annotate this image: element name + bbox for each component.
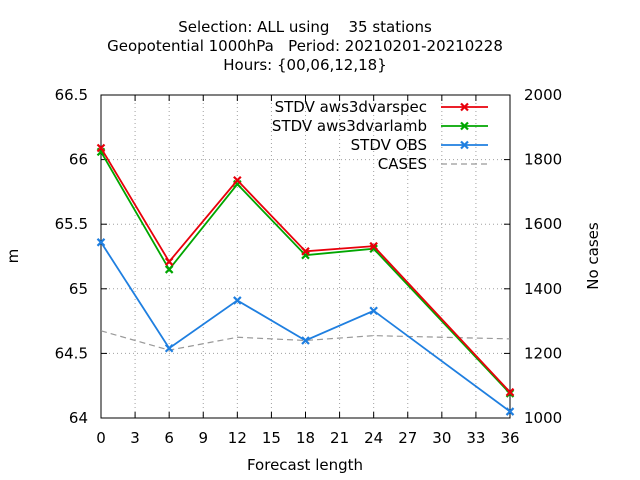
data-point: [164, 265, 174, 274]
chart-title-line-1: Selection: ALL using 35 stations: [178, 18, 432, 36]
axis-ticks: 0 3 6 9 12 15 18 21 24 27 30 33 366464.56565.56666.5…: [55, 86, 563, 447]
legend-marker: [460, 102, 469, 112]
x-tick-label: 36: [500, 429, 519, 447]
x-tick-label: 9: [198, 429, 208, 447]
series-group: [96, 143, 515, 416]
series-line: [100, 151, 511, 395]
data-point: [96, 238, 106, 247]
y2-tick-label: 1200: [524, 344, 562, 362]
x-tick-label: 24: [364, 429, 383, 447]
legend-marker: [460, 140, 469, 150]
data-point: [164, 257, 174, 266]
data-point: [233, 296, 242, 305]
y-tick-label: 66.5: [55, 86, 88, 104]
x-tick-label: 6: [164, 429, 174, 447]
data-point: [369, 306, 378, 316]
x-tick-label: 12: [228, 429, 247, 447]
data-point: [369, 241, 378, 251]
series-line: [100, 241, 511, 413]
data-point: [164, 343, 174, 353]
grid: [101, 95, 510, 418]
x-tick-label: 18: [296, 429, 315, 447]
legend-label: STDV aws3dvarlamb: [272, 117, 427, 135]
y-tick-label: 65: [69, 280, 88, 298]
legend-label: CASES: [378, 155, 427, 173]
data-point: [301, 247, 310, 256]
x-tick-label: 21: [330, 429, 349, 447]
legend-label: STDV OBS: [351, 136, 427, 154]
y-tick-label: 66: [69, 151, 88, 169]
y-axis-label: m: [4, 249, 22, 264]
y2-axis-label: No cases: [584, 222, 602, 290]
x-tick-label: 3: [130, 429, 140, 447]
y2-tick-label: 1600: [524, 215, 562, 233]
x-axis-label: Forecast length: [247, 456, 363, 474]
data-point: [96, 143, 106, 153]
data-point: [301, 336, 310, 345]
data-point: [233, 175, 242, 185]
x-tick-label: 0: [96, 429, 106, 447]
y2-tick-label: 2000: [524, 86, 562, 104]
x-tick-label: 30: [432, 429, 451, 447]
x-tick-label: 15: [262, 429, 281, 447]
legend-label: STDV aws3dvarspec: [275, 98, 427, 116]
chart-title-line-3: Hours: {00,06,12,18}: [223, 56, 387, 74]
series-line: [100, 330, 511, 351]
y-tick-label: 64.5: [55, 344, 88, 362]
y2-tick-label: 1800: [524, 151, 562, 169]
y-tick-label: 64: [69, 409, 88, 427]
data-point: [505, 407, 515, 416]
series-line: [100, 147, 511, 393]
data-point: [505, 387, 515, 397]
y-tick-label: 65.5: [55, 215, 88, 233]
y2-tick-label: 1000: [524, 409, 562, 427]
y2-tick-label: 1400: [524, 280, 562, 298]
x-tick-label: 27: [398, 429, 417, 447]
legend-marker: [460, 121, 469, 131]
chart-title-line-2: Geopotential 1000hPa Period: 20210201-20…: [107, 37, 503, 55]
x-tick-label: 33: [466, 429, 485, 447]
